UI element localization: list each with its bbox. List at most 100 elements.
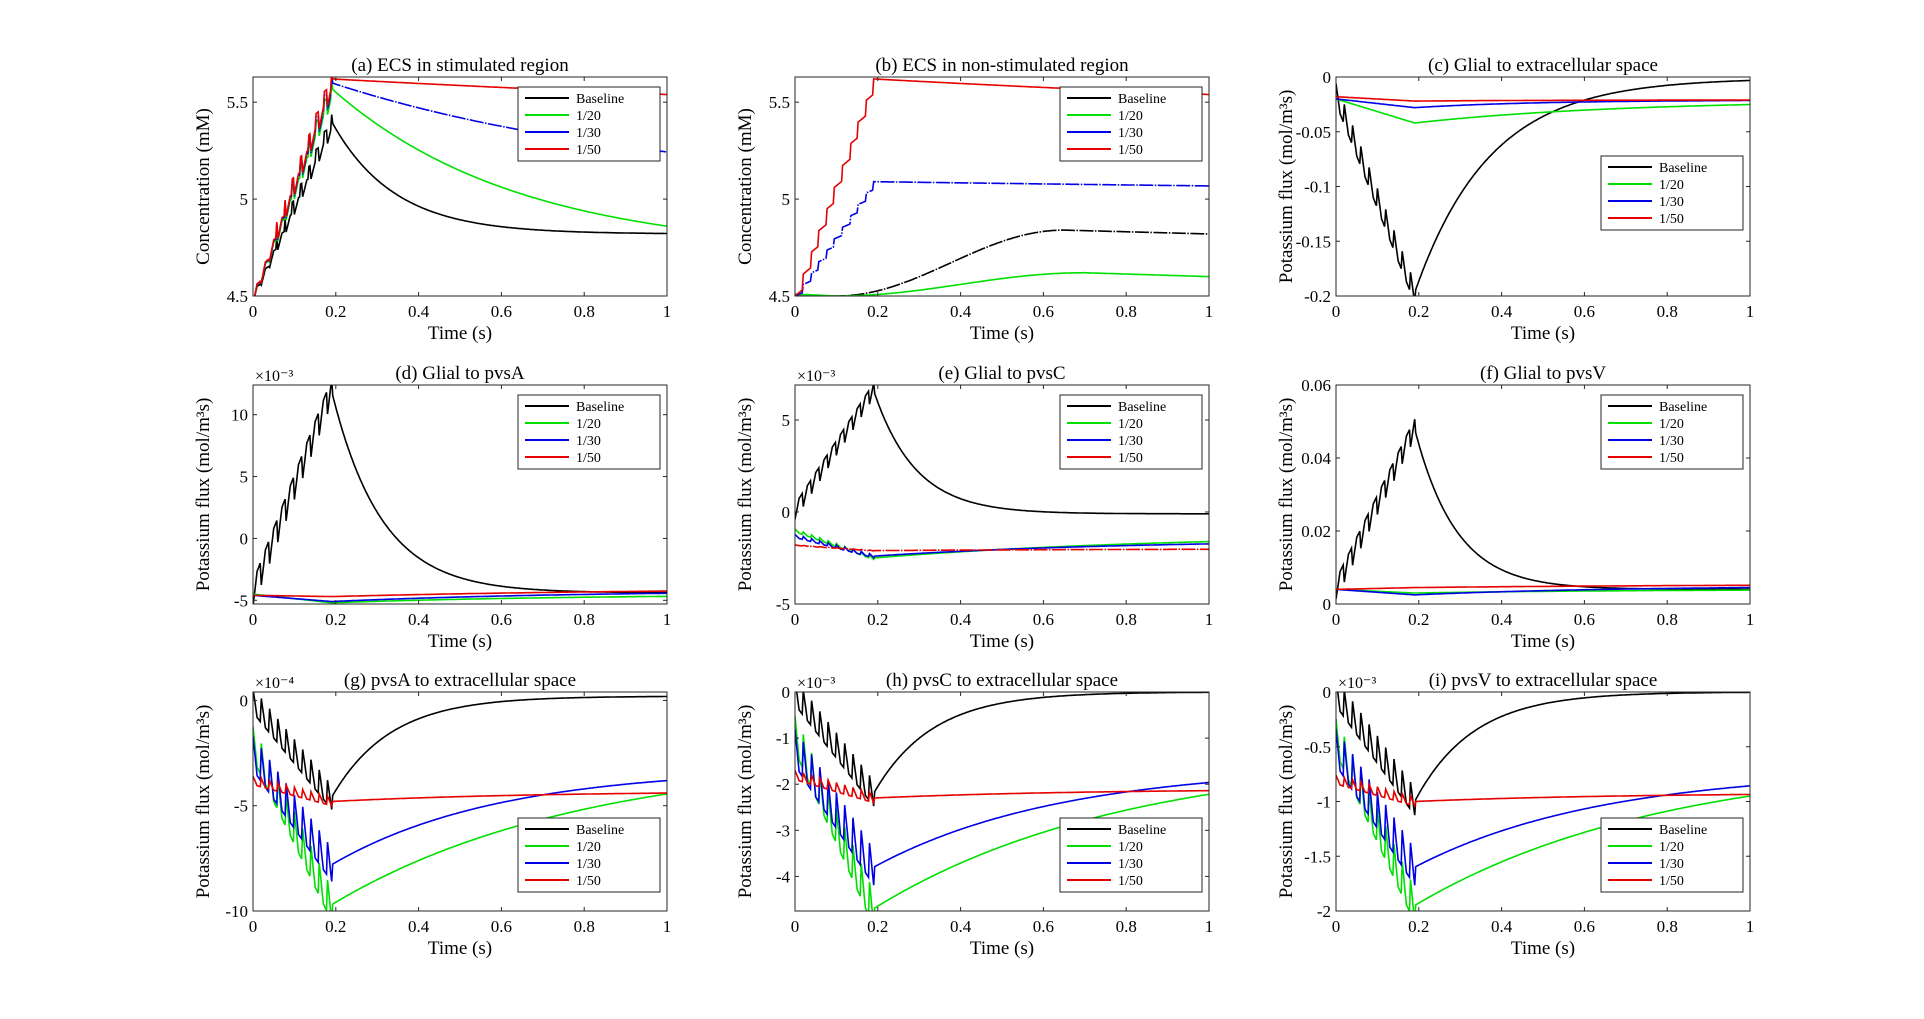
legend-entry-label: 1/20 (1659, 840, 1684, 855)
y-tick-label: -5 (234, 797, 248, 816)
series-group (253, 385, 667, 604)
y-tick-label: 4.5 (227, 287, 248, 306)
x-tick-label: 0.2 (325, 610, 346, 629)
legend-entry-label: 1/30 (1118, 434, 1143, 449)
x-tick-label: 0.6 (491, 917, 512, 936)
legend-entry-label: 1/50 (1659, 874, 1684, 889)
y-tick-label: 10 (231, 406, 248, 425)
x-tick-label: 0.8 (1116, 610, 1137, 629)
y-tick-label: 5 (240, 190, 249, 209)
series-line-1-20 (253, 593, 667, 604)
y-tick-label: 0.06 (1301, 376, 1331, 395)
x-tick-label: 0.6 (1033, 917, 1054, 936)
legend-box (1600, 817, 1744, 893)
x-tick-label: 0.4 (1491, 610, 1513, 629)
x-tick-label: 0.4 (950, 610, 972, 629)
legend-entry-label: 1/50 (576, 143, 601, 158)
x-tick-label: 0.6 (1574, 302, 1595, 321)
legend: Baseline 1/20 1/30 1/50 (1600, 394, 1744, 470)
series-line-1-30 (1336, 586, 1750, 596)
y-tick-label: 0 (782, 503, 791, 522)
panel-title: (b) ECS in non-stimulated region (875, 55, 1129, 76)
series-line-baseline (1336, 692, 1750, 816)
x-tick-label: 0.8 (574, 302, 595, 321)
legend-entry-label: 1/30 (576, 857, 601, 872)
panel-title: (g) pvsA to extracellular space (344, 670, 576, 691)
y-tick-label: 5 (240, 468, 249, 487)
x-tick-label: 0 (249, 917, 258, 936)
axes-box (794, 384, 1210, 605)
series-line-1-50 (253, 775, 667, 809)
axis-exponent: ×10⁻³ (255, 368, 293, 385)
x-axis-label: Time (s) (1511, 938, 1575, 959)
x-tick-label: 0 (249, 302, 258, 321)
y-axis-label: Potassium flux (mol/m³s) (1276, 705, 1297, 899)
panel-title: (f) Glial to pvsV (1480, 363, 1606, 384)
y-tick-label: 0 (1323, 683, 1332, 702)
y-axis-label: Potassium flux (mol/m³s) (735, 398, 756, 592)
y-tick-label: -0.05 (1296, 123, 1331, 142)
legend-entry-label: 1/20 (1659, 178, 1684, 193)
legend-entry-label: 1/50 (1118, 874, 1143, 889)
legend-entry-label: Baseline (1118, 823, 1166, 838)
legend-entry-label: 1/30 (1118, 857, 1143, 872)
legend-entry-label: Baseline (576, 823, 624, 838)
series-group (253, 692, 667, 911)
axis-exponent: ×10⁻³ (1338, 675, 1376, 692)
y-tick-label: 0 (782, 683, 791, 702)
y-tick-label: -0.2 (1304, 287, 1331, 306)
x-tick-label: 0.4 (408, 610, 430, 629)
legend-entry-label: Baseline (1118, 400, 1166, 415)
series-line-baseline (795, 692, 1209, 807)
legend-entry-label: 1/30 (1659, 434, 1684, 449)
axis-exponent: ×10⁻³ (797, 675, 835, 692)
y-tick-label: -3 (776, 821, 790, 840)
x-axis-label: Time (s) (970, 938, 1034, 959)
series-group (795, 692, 1209, 911)
axes-box (1335, 384, 1751, 605)
x-tick-label: 0.6 (491, 610, 512, 629)
panel-title: (c) Glial to extracellular space (1428, 55, 1658, 76)
x-axis-label: Time (s) (428, 323, 492, 344)
x-axis-label: Time (s) (428, 938, 492, 959)
x-tick-label: 0.2 (867, 302, 888, 321)
y-tick-label: -2 (776, 775, 790, 794)
series-line-baseline (1336, 79, 1750, 296)
x-tick-label: 0.4 (408, 302, 430, 321)
x-tick-label: 1 (1746, 610, 1755, 629)
panel-i: 0 0.2 0.4 0.6 0.8 1 -2 -1.5 -1 -0.5 0 ×10⁻³ (i) pvsV… (1276, 670, 1754, 959)
y-tick-label: 4.5 (769, 287, 790, 306)
series-line-baseline (253, 114, 667, 296)
panel-a: 0 0.2 0.4 0.6 0.8 1 4.5 5 5.5 (a) ECS in stimulat… (193, 55, 671, 344)
panel-f: 0 0.2 0.4 0.6 0.8 1 0 0.02 0.04 0.06 (f) Glial to … (1276, 363, 1754, 652)
legend-entry-label: 1/20 (576, 417, 601, 432)
y-axis-label: Potassium flux (mol/m³s) (193, 398, 214, 592)
x-tick-label: 1 (663, 302, 672, 321)
legend: Baseline 1/20 1/30 1/50 (517, 394, 661, 470)
x-tick-label: 0.2 (325, 917, 346, 936)
series-group (795, 385, 1209, 561)
legend-entry-label: 1/20 (576, 840, 601, 855)
y-tick-label: -2 (1317, 902, 1331, 921)
y-tick-label: -1 (1317, 793, 1331, 812)
series-line-1-50 (1336, 584, 1750, 591)
legend-entry-label: 1/30 (1118, 126, 1143, 141)
y-tick-label: 0 (1323, 595, 1332, 614)
y-tick-label: -1 (776, 729, 790, 748)
series-line-1-50 (253, 590, 667, 598)
series-line-baseline (795, 229, 1209, 296)
series-line-1-30 (795, 729, 1209, 886)
series-line-1-30 (253, 592, 667, 603)
x-tick-label: 0.4 (950, 302, 972, 321)
series-group (1336, 419, 1750, 600)
y-tick-label: -10 (225, 902, 248, 921)
x-tick-label: 0.8 (1657, 610, 1678, 629)
legend-entry-label: Baseline (1118, 92, 1166, 107)
x-tick-label: 0.2 (325, 302, 346, 321)
series-group (1336, 79, 1750, 296)
y-tick-label: 5.5 (227, 93, 248, 112)
x-tick-label: 1 (1746, 302, 1755, 321)
legend-entry-label: 1/20 (1118, 840, 1143, 855)
legend-entry-label: Baseline (576, 400, 624, 415)
